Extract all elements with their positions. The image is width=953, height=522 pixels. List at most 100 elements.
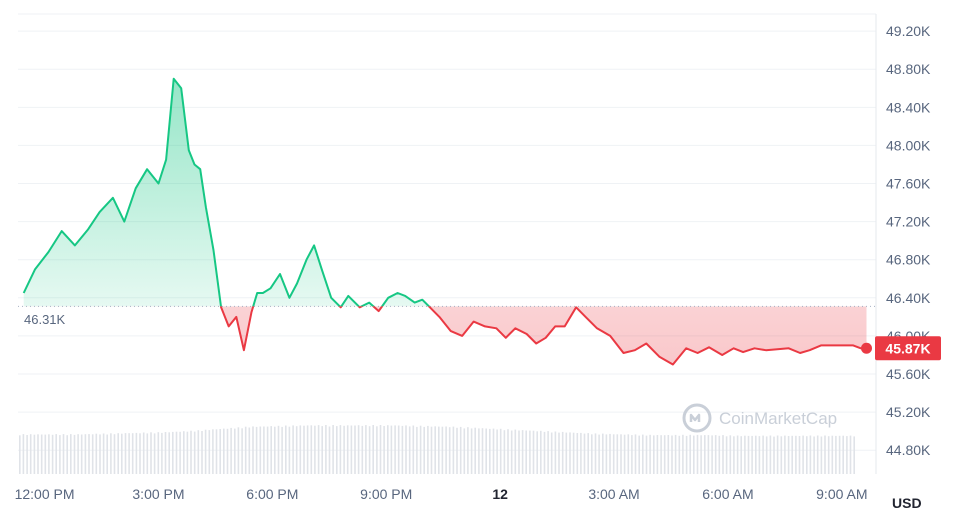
volume-bar [310,425,313,474]
volume-bar [106,434,108,474]
volume-bar [128,433,130,474]
volume-bar [485,428,487,474]
volume-bar [40,434,43,474]
y-tick-label: 48.80K [886,61,931,77]
volume-bar [565,432,568,474]
volume-bar [346,425,349,474]
volume-bar [259,426,262,474]
volume-bar [179,431,181,474]
volume-bar [550,432,553,474]
volume-bar [631,435,633,474]
volume-bar [234,428,236,474]
x-tick-label: 3:00 AM [588,486,639,502]
last-price-label: 45.87K [885,340,930,356]
volume-bar [394,425,396,474]
volume-bar [157,432,160,474]
volume-bar [802,435,804,474]
volume-bar [70,434,72,474]
volume-bar [164,432,167,474]
volume-bar [445,426,447,474]
volume-bar [769,435,772,474]
volume-bar [798,436,801,474]
coinmarketcap-logo-icon [682,403,712,433]
volume-bar [827,436,830,474]
y-tick-label: 48.40K [886,99,931,115]
volume-bar [328,426,331,474]
last-price-dot[interactable] [861,342,872,354]
y-tick-label: 49.20K [886,23,931,39]
volume-bar [357,425,360,474]
volume-bar [379,425,382,474]
volume-bar [248,427,251,474]
volume-bar [33,434,36,474]
volume-bar [66,435,68,474]
volume-bar [270,426,272,474]
volume-bar [751,435,753,474]
volume-bar [292,425,294,474]
volume-bar [594,433,597,474]
volume-bar [102,433,105,474]
volume-bar [696,434,699,474]
volume-bar [470,428,473,474]
volume-bar [638,435,640,474]
volume-bar [591,434,593,474]
volume-bar [153,433,156,474]
volume-bar [95,433,98,474]
volume-bar [700,435,702,474]
volume-bar [51,434,54,474]
volume-bar [459,426,462,474]
volume-bar [237,427,240,474]
volume-bar [314,425,316,474]
reference-price-label: 46.31K [24,312,66,327]
volume-bar [88,434,90,474]
volume-bar [405,425,407,474]
x-tick-label: 12 [492,486,508,502]
volume-bar [518,430,520,474]
volume-bar [806,436,808,474]
volume-bar [627,434,630,474]
volume-bar [736,435,739,474]
volume-bar [718,435,721,474]
volume-bar [623,434,626,474]
volume-bar [521,430,524,474]
volume-bar [576,433,579,474]
volume-bar [416,426,418,474]
y-tick-label: 45.60K [886,366,931,382]
volume-bar [252,426,254,474]
volume-bar [73,434,76,474]
volume-bar [44,434,47,474]
x-tick-label: 6:00 PM [246,486,298,502]
volume-bar [190,430,192,474]
volume-bar [339,425,342,474]
volume-bar [29,434,32,474]
volume-bar [306,425,309,474]
volume-bar [336,426,338,474]
volume-bar [212,429,214,474]
volume-bar [634,434,637,474]
volume-bar [150,432,152,474]
volume-bar [569,432,571,474]
volume-bar [693,435,695,474]
volume-bar [77,434,79,474]
volume-bar [813,436,815,474]
x-tick-label: 9:00 PM [360,486,412,502]
volume-bar [110,433,112,474]
volume-bar [656,435,659,474]
volume-bar [572,432,575,474]
volume-bar [784,435,786,474]
reference-label-bg [18,310,72,328]
price-line [22,77,867,366]
volume-bar [474,427,476,474]
volume-bar [835,435,837,474]
last-price-badge [875,336,941,361]
volume-bar [780,436,783,474]
volume-bar [558,432,560,474]
volume-bar [725,436,728,474]
volume-bar [620,434,622,474]
volume-bar [587,433,589,474]
volume-bar [762,435,764,474]
volume-bar [91,434,94,474]
volume-bar [663,435,666,474]
volume-bar [463,428,466,474]
